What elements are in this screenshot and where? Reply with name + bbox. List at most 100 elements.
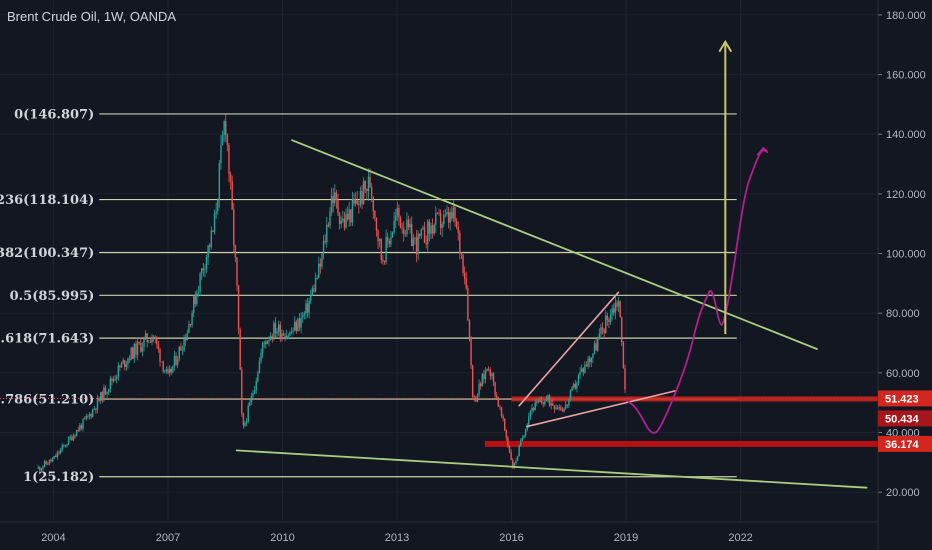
candle-body: [329, 211, 331, 226]
candle-body: [125, 363, 128, 367]
price-tag: [878, 410, 932, 427]
candle-body: [74, 435, 76, 437]
candle-body: [176, 359, 179, 365]
candle-body: [582, 368, 584, 373]
candle-body: [558, 407, 560, 409]
candle-body: [555, 407, 557, 409]
candle-body: [128, 358, 131, 360]
upper-trendline[interactable]: [291, 139, 818, 350]
candle-body: [265, 341, 267, 345]
candle-body: [452, 207, 455, 219]
triangle-lower-line[interactable]: [525, 389, 677, 428]
x-tick-label: 2019: [614, 532, 638, 544]
candle-body: [563, 408, 565, 412]
candle-body: [53, 455, 55, 459]
candle-body: [77, 429, 79, 431]
candle-body: [492, 373, 495, 382]
candle-body: [520, 440, 522, 446]
candle-body: [297, 318, 299, 331]
candle-body: [359, 191, 362, 205]
candle-body: [178, 346, 180, 360]
candle-body: [80, 425, 83, 429]
candle-body: [210, 230, 213, 247]
drawings[interactable]: [235, 39, 868, 489]
candle-body: [124, 360, 126, 367]
candle-body: [253, 389, 256, 394]
candle-body: [507, 437, 509, 447]
candle-body: [173, 355, 176, 366]
candle-body: [580, 368, 583, 372]
candle-body: [345, 214, 347, 228]
resistance-zone[interactable]: [511, 396, 878, 402]
candle-body: [441, 224, 443, 229]
candle-body: [536, 401, 538, 403]
candle-body: [104, 387, 107, 395]
candle-body: [412, 238, 415, 247]
candle-body: [561, 409, 564, 412]
candle-body: [433, 224, 435, 234]
candle-body: [348, 209, 350, 220]
candle-body: [529, 410, 532, 417]
candle-body: [109, 378, 112, 389]
candle-body: [383, 261, 386, 263]
candle-body: [236, 257, 238, 286]
candle-body: [374, 210, 376, 218]
symbol-title[interactable]: Brent Crude Oil, 1W, OANDA: [7, 9, 177, 24]
candle-body: [83, 418, 86, 420]
candle-body: [279, 324, 281, 338]
candle-body: [611, 308, 613, 316]
candle-body: [382, 259, 384, 262]
candle-body: [148, 341, 150, 343]
candle-body: [69, 436, 71, 438]
candle-body: [463, 273, 466, 279]
candle-body: [614, 302, 617, 313]
candle-body: [590, 358, 593, 363]
candle-body: [444, 214, 447, 215]
candle-body: [242, 413, 245, 426]
candle-body: [500, 407, 503, 417]
candle-body: [369, 176, 371, 188]
y-tick-label: 80.000: [886, 308, 920, 320]
candle-body: [271, 336, 273, 338]
candle-body: [252, 393, 254, 397]
candle-body: [255, 380, 257, 390]
candle-body: [321, 254, 323, 267]
candle-body: [496, 395, 498, 398]
support-zone[interactable]: [484, 440, 878, 447]
candle-body: [189, 323, 192, 326]
lower-trendline[interactable]: [235, 449, 868, 489]
price-zones[interactable]: [0, 396, 878, 447]
candle-body: [188, 323, 190, 334]
candle-body: [605, 315, 607, 334]
candle-body: [231, 181, 233, 210]
candle-body: [247, 405, 249, 422]
candle-body: [114, 378, 116, 380]
candle-body: [229, 173, 232, 182]
candle-body: [244, 423, 246, 426]
candle-body: [207, 245, 209, 258]
candle-body: [438, 212, 440, 214]
candle-body: [263, 341, 265, 343]
candle-body: [141, 347, 144, 352]
candle-body: [516, 456, 519, 461]
candle-body: [96, 398, 99, 410]
candle-body: [292, 330, 294, 333]
candle-body: [539, 400, 541, 402]
candle-body: [354, 200, 357, 204]
fibonacci-retracement[interactable]: 0(146.807) 0.236(118.104) 0.382(100.347) 0.…: [0, 107, 737, 485]
candle-body: [593, 343, 596, 354]
candle-body: [149, 341, 152, 343]
candle-body: [59, 449, 62, 454]
grid: [0, 0, 878, 522]
fib-level-label: 0.236(118.104): [0, 193, 94, 208]
candle-body: [143, 338, 145, 348]
candle-body: [375, 217, 378, 231]
candle-body: [358, 204, 360, 205]
candle-body: [58, 452, 60, 454]
forecast-path[interactable]: [625, 149, 769, 434]
y-tick-label: 140.000: [886, 129, 926, 141]
candle-body: [310, 295, 312, 301]
triangle-upper-line[interactable]: [518, 291, 620, 407]
